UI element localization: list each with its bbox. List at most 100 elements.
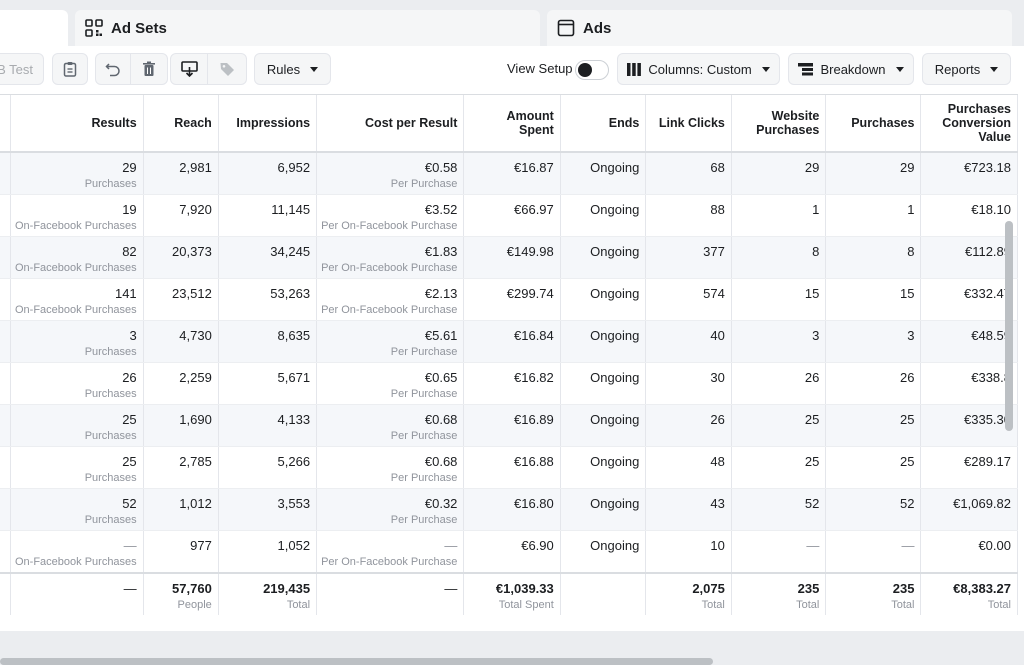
breakdown-dropdown[interactable]: Breakdown [788, 53, 914, 85]
export-button[interactable] [170, 53, 208, 85]
cell-results-sub: On-Facebook Purchases [15, 262, 137, 274]
totals-purchases-sub: Total [891, 599, 915, 611]
tab-ad-sets-label: Ad Sets [111, 19, 167, 37]
cell-cost-per-result-sub: Per Purchase [390, 430, 458, 442]
table-row[interactable]: — On-Facebook Purchases 977 1,052 — Per On-Fa… [0, 530, 1018, 574]
cell-amount-spent-value: €16.80 [514, 496, 554, 511]
row-select-cell[interactable] [0, 278, 11, 321]
cell-link-clicks: 40 [645, 320, 732, 363]
column-header-results[interactable]: Results [10, 95, 144, 153]
cell-results: 52 Purchases [10, 488, 144, 531]
caret-down-icon [990, 66, 999, 72]
duplicate-button[interactable] [52, 53, 88, 85]
cell-conversion-value: €1,069.82 [920, 488, 1018, 531]
cell-amount-spent-value: €16.82 [514, 370, 554, 385]
cell-cost-per-result: €0.65 Per Purchase [316, 362, 465, 405]
cell-website-purchases: 8 [731, 236, 827, 279]
totals-conv-value: €8,383.27 Total [920, 572, 1018, 615]
table-row[interactable]: 19 On-Facebook Purchases 7,920 11,145 €3.52 P… [0, 194, 1018, 237]
cell-reach-value: 1,690 [179, 412, 212, 427]
cell-conversion-value: €723.18 [920, 152, 1018, 195]
totals-spent: €1,039.33 Total Spent [463, 572, 561, 615]
table-row[interactable]: 52 Purchases 1,012 3,553 €0.32 Per Purchase €1… [0, 488, 1018, 531]
cell-cost-per-result: €0.68 Per Purchase [316, 446, 465, 489]
cell-amount-spent-value: €16.84 [514, 328, 554, 343]
row-select-cell[interactable] [0, 320, 11, 363]
tab-campaigns[interactable] [0, 10, 68, 46]
cell-reach: 7,920 [143, 194, 219, 237]
column-header-conversion-value[interactable]: Purchases Conversion Value [920, 95, 1018, 153]
view-setup-toggle[interactable] [575, 60, 609, 80]
undo-icon [105, 61, 121, 77]
column-header-select[interactable] [0, 95, 11, 153]
table-row[interactable]: 25 Purchases 2,785 5,266 €0.68 Per Purchase €1… [0, 446, 1018, 489]
view-setup-label: View Setup [507, 61, 573, 76]
tag-button[interactable] [207, 53, 247, 85]
cell-conversion-value-value: €18.10 [971, 202, 1011, 217]
cell-conversion-value-value: €289.17 [964, 454, 1011, 469]
cell-amount-spent: €16.80 [463, 488, 561, 531]
cell-impressions: 5,266 [218, 446, 318, 489]
row-select-cell[interactable] [0, 362, 11, 405]
vertical-scrollbar[interactable] [1005, 221, 1013, 431]
table-row[interactable]: 82 On-Facebook Purchases 20,373 34,245 €1.83… [0, 236, 1018, 279]
horizontal-scrollbar[interactable] [0, 658, 713, 665]
cell-ends-value: Ongoing [590, 286, 640, 301]
column-header-ends[interactable]: Ends [560, 95, 647, 153]
column-header-amount-spent[interactable]: Amount Spent [463, 95, 561, 153]
column-header-reach[interactable]: Reach [143, 95, 219, 153]
row-select-cell[interactable] [0, 530, 11, 574]
columns-dropdown[interactable]: Columns: Custom [617, 53, 780, 85]
cell-reach-value: 2,785 [179, 454, 212, 469]
totals-purchases-value: 235 [892, 581, 915, 596]
cell-link-clicks: 377 [645, 236, 732, 279]
cell-results-sub: Purchases [84, 178, 137, 190]
cell-link-clicks-value: 30 [710, 370, 725, 385]
cell-cost-per-result: €3.52 Per On-Facebook Purchase [316, 194, 465, 237]
column-header-cost-per-result[interactable]: Cost per Result [316, 95, 465, 153]
column-header-impressions[interactable]: Impressions [218, 95, 318, 153]
cell-results-value: 82 [122, 244, 137, 259]
cell-reach: 977 [143, 530, 219, 574]
cell-results-value: 25 [122, 412, 137, 427]
row-select-cell[interactable] [0, 194, 11, 237]
export-icon [180, 61, 198, 77]
cell-amount-spent: €16.84 [463, 320, 561, 363]
cell-ends-value: Ongoing [590, 244, 640, 259]
row-select-cell[interactable] [0, 404, 11, 447]
cell-amount-spent: €16.89 [463, 404, 561, 447]
row-select-cell[interactable] [0, 446, 11, 489]
tab-ad-sets[interactable]: Ad Sets [75, 10, 540, 46]
table-row[interactable]: 29 Purchases 2,981 6,952 €0.58 Per Purchase €1… [0, 152, 1018, 195]
tab-ads[interactable]: Ads [547, 10, 1012, 46]
column-header-link-clicks[interactable]: Link Clicks [645, 95, 732, 153]
column-header-website-purchases[interactable]: Website Purchases [731, 95, 827, 153]
table-row[interactable]: 141 On-Facebook Purchases 23,512 53,263 €2.1… [0, 278, 1018, 321]
cell-results-value: 19 [122, 202, 137, 217]
rules-dropdown[interactable]: Rules [254, 53, 331, 85]
caret-down-icon [895, 66, 904, 72]
cell-cost-per-result-sub: Per Purchase [390, 346, 458, 358]
column-header-purchases[interactable]: Purchases [825, 95, 922, 153]
rules-label: Rules [266, 61, 301, 77]
cell-cost-per-result-sub: Per On-Facebook Purchase [321, 220, 458, 232]
row-select-cell[interactable] [0, 236, 11, 279]
ab-test-button[interactable]: B Test [0, 53, 44, 85]
table-row[interactable]: 25 Purchases 1,690 4,133 €0.68 Per Purchase €1… [0, 404, 1018, 447]
row-select-cell[interactable] [0, 152, 11, 195]
undo-button[interactable] [95, 53, 131, 85]
row-select-cell[interactable] [0, 488, 11, 531]
cell-amount-spent-value: €16.89 [514, 412, 554, 427]
cell-impressions-value: 3,553 [277, 496, 311, 511]
cell-cost-per-result-value: — [444, 538, 458, 553]
table-row[interactable]: 3 Purchases 4,730 8,635 €5.61 Per Purchase €16… [0, 320, 1018, 363]
reports-dropdown[interactable]: Reports [922, 53, 1011, 85]
toolbar: B Test Rules View Setup Columns: Custom … [0, 46, 1024, 92]
cell-results: 3 Purchases [10, 320, 144, 363]
table-row[interactable]: 26 Purchases 2,259 5,671 €0.65 Per Purchase €1… [0, 362, 1018, 405]
cell-conversion-value: €289.17 [920, 446, 1018, 489]
cell-ends: Ongoing [560, 194, 647, 237]
delete-button[interactable] [130, 53, 168, 85]
clipboard-icon [63, 61, 77, 77]
cell-reach-value: 2,981 [179, 160, 212, 175]
